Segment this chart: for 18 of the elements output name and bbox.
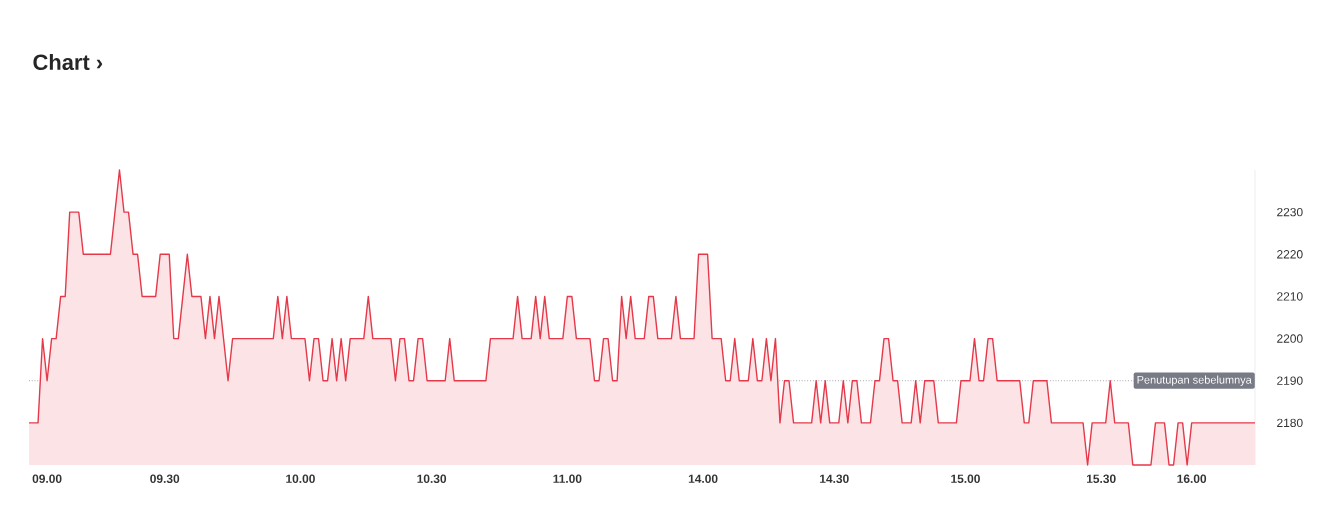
- x-tick-label: 09.30: [150, 474, 180, 484]
- y-tick-label: 2190: [1277, 376, 1303, 385]
- x-tick-label: 15.30: [1086, 474, 1116, 484]
- x-tick-label: 10.00: [286, 474, 315, 483]
- y-tick-label: 2180: [1277, 418, 1303, 428]
- x-tick-label: 14.00: [688, 474, 718, 483]
- ref-line-label: Penutupan sebelumnya: [1137, 375, 1252, 386]
- y-tick-label: 2230: [1277, 207, 1303, 217]
- x-tick-label: 14.30: [820, 474, 849, 484]
- x-tick-label: 15.00: [951, 474, 980, 483]
- y-tick-label: 2220: [1277, 250, 1303, 259]
- y-tick-label: 2200: [1277, 334, 1303, 343]
- x-tick-label: 09.00: [32, 474, 62, 483]
- x-tick-label: 11.00: [553, 474, 582, 483]
- chart-title: Chart ›: [33, 53, 103, 71]
- x-tick-label: 16.00: [1177, 474, 1207, 483]
- y-tick-label: 2210: [1277, 292, 1303, 301]
- x-tick-label: 10.30: [417, 474, 447, 484]
